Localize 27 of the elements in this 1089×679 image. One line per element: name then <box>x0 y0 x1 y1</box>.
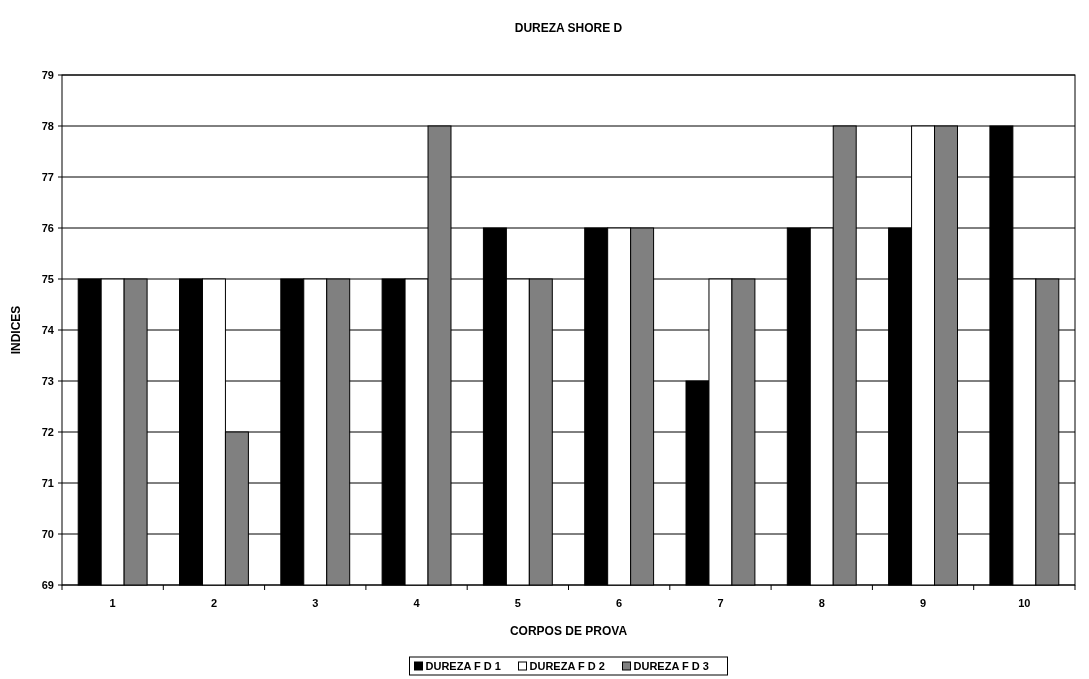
chart-title: DUREZA SHORE D <box>514 21 623 35</box>
y-tick-label: 79 <box>41 68 54 81</box>
y-tick-label: 70 <box>41 527 54 540</box>
x-tick-label: 1 <box>109 597 116 609</box>
y-tick-label: 77 <box>41 170 54 183</box>
y-tick-label: 74 <box>41 323 55 336</box>
x-tick-label: 9 <box>919 597 927 609</box>
x-tick-label: 5 <box>514 597 521 609</box>
y-tick-label: 73 <box>41 374 54 387</box>
x-tick-label: 2 <box>210 597 218 609</box>
y-tick-label: 75 <box>41 272 54 285</box>
y-tick-label: 69 <box>41 578 54 591</box>
legend-label: DUREZA F D 3 <box>633 660 709 672</box>
y-tick-label: 72 <box>41 425 54 438</box>
x-tick-label: 4 <box>413 597 421 609</box>
x-tick-label: 10 <box>1018 597 1031 609</box>
y-tick-label: 76 <box>41 221 54 234</box>
y-tick-label: 71 <box>41 476 54 489</box>
x-tick-label: 7 <box>717 597 724 609</box>
x-axis-title: CORPOS DE PROVA <box>509 624 628 638</box>
x-tick-label: 3 <box>312 597 319 609</box>
y-axis-title: INDICES <box>9 305 23 355</box>
x-tick-label: 8 <box>818 597 825 609</box>
x-tick-label: 6 <box>616 597 623 609</box>
legend-label: DUREZA F D 2 <box>529 660 605 672</box>
y-tick-label: 78 <box>41 119 54 132</box>
legend-label: DUREZA F D 1 <box>425 660 501 672</box>
